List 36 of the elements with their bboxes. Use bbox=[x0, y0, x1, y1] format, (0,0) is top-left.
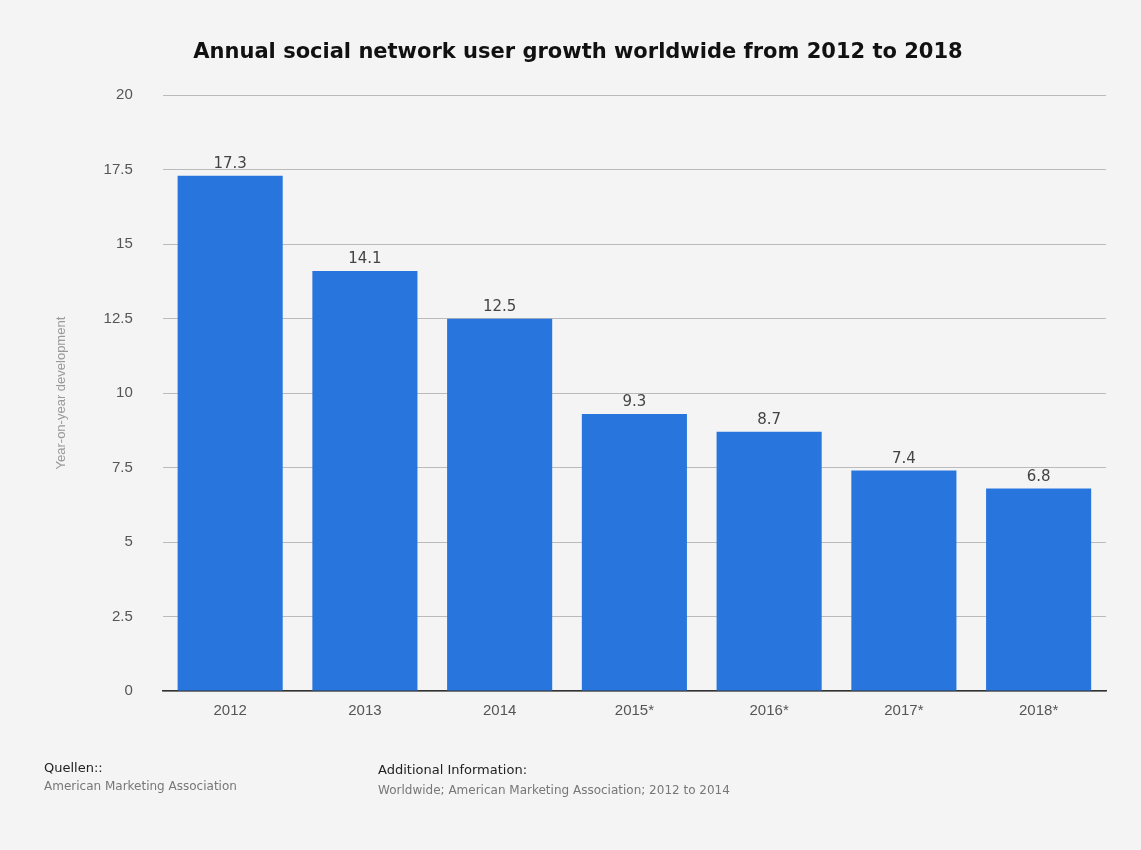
x-tick-label: 2018* bbox=[1019, 701, 1059, 719]
x-tick-label: 2017* bbox=[884, 701, 924, 719]
data-label: 9.3 bbox=[622, 392, 647, 411]
bar bbox=[716, 431, 822, 691]
y-tick-label: 5 bbox=[124, 532, 133, 550]
x-tick-label: 2014 bbox=[482, 701, 517, 719]
bar bbox=[447, 318, 553, 691]
bar bbox=[177, 175, 283, 691]
data-label: 14.1 bbox=[348, 249, 382, 268]
text: Additional Information: bbox=[378, 762, 528, 777]
bar bbox=[312, 270, 418, 691]
x-tick-label: 2016* bbox=[749, 701, 789, 719]
bar bbox=[581, 413, 687, 691]
source-note: Quellen:: bbox=[44, 760, 103, 775]
y-tick-label: 20 bbox=[116, 85, 133, 103]
y-tick-label: 2.5 bbox=[111, 606, 133, 624]
bar bbox=[986, 488, 1092, 691]
y-tick-label: 7.5 bbox=[111, 457, 133, 475]
chart-title: Annual social network user growth worldwide from 2012 to 2018 bbox=[193, 39, 963, 64]
data-label: 12.5 bbox=[482, 297, 517, 316]
text: American Marketing Association bbox=[44, 779, 237, 793]
y-tick-label: 12.5 bbox=[103, 308, 133, 326]
x-tick-label: 2015* bbox=[614, 701, 655, 719]
y-tick-label: 15 bbox=[116, 234, 133, 252]
data-label: 8.7 bbox=[757, 410, 782, 429]
data-label: 6.8 bbox=[1026, 466, 1051, 485]
x-tick-label: 2013 bbox=[348, 701, 382, 719]
y-tick-label: 17.5 bbox=[103, 159, 133, 177]
x-tick-label: 2012 bbox=[213, 701, 247, 719]
data-label: 17.3 bbox=[213, 154, 247, 173]
y-axis-title: Year-on-year development bbox=[53, 316, 69, 470]
data-label: 7.4 bbox=[891, 448, 916, 467]
text: Worldwide; American Marketing Association; 2012 to 2014 bbox=[378, 783, 730, 797]
bar bbox=[851, 470, 957, 691]
y-tick-label: 10 bbox=[116, 383, 133, 401]
y-tick-label: 0 bbox=[124, 681, 133, 699]
